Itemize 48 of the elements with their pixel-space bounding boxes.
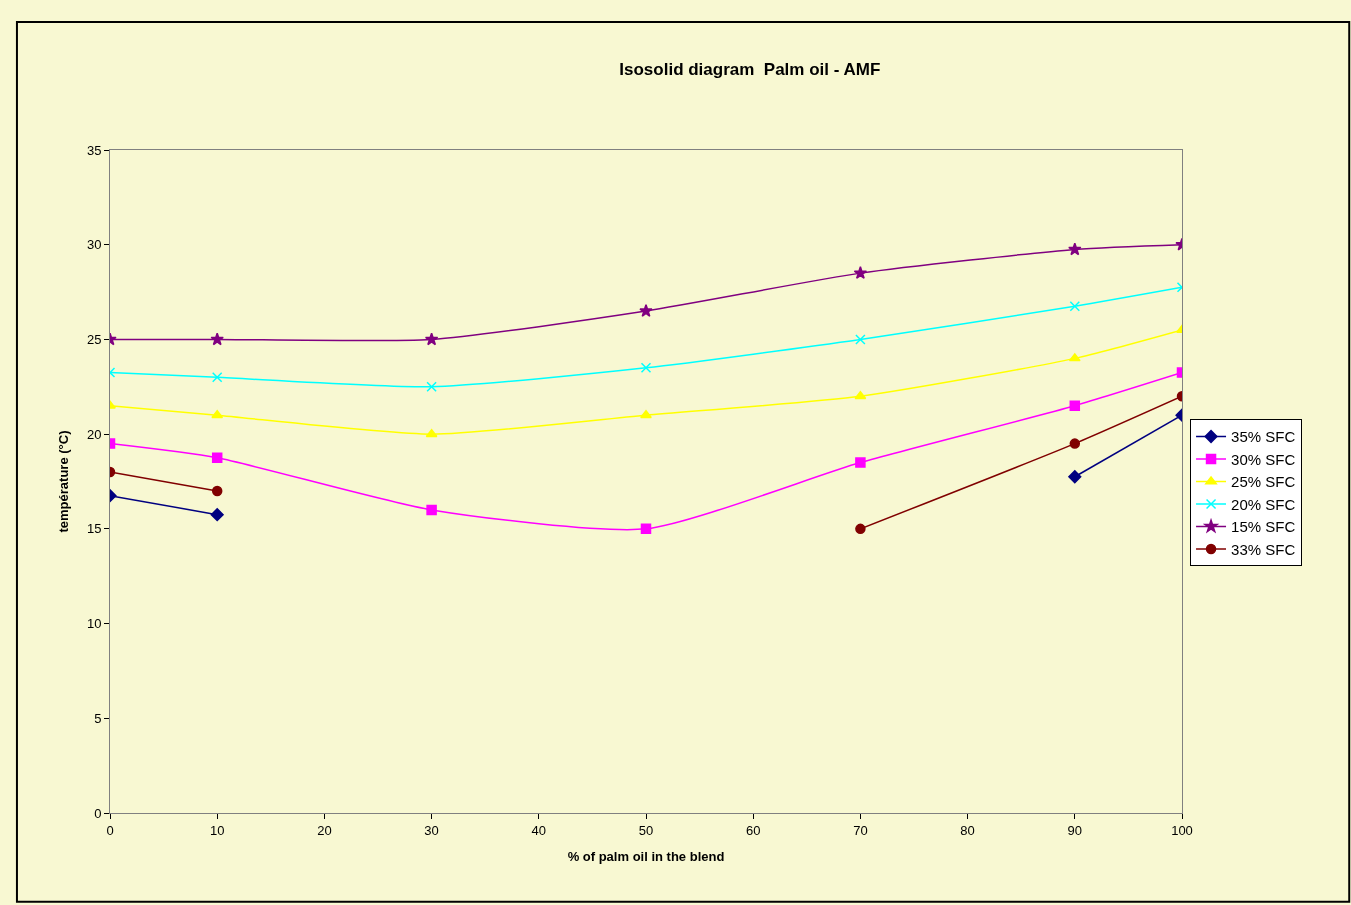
point: [855, 523, 866, 535]
x-tick-label: 90: [1067, 822, 1083, 838]
legend-label: 30% SFC: [1231, 450, 1296, 468]
point: [1069, 400, 1081, 411]
legend-label: 20% SFC: [1231, 495, 1296, 513]
point: [1068, 242, 1082, 256]
chart-title: Isosolid diagram Palm oil - AMF: [619, 60, 881, 80]
point: [426, 381, 437, 393]
point: [640, 523, 652, 535]
legend-label: 33% SFC: [1231, 540, 1296, 558]
point: [855, 457, 866, 468]
x-tick-label: 20: [317, 822, 332, 838]
point: [426, 504, 437, 516]
point: [853, 266, 868, 279]
y-tick-label: 10: [86, 616, 102, 632]
legend-label: 15% SFC: [1231, 518, 1296, 536]
x-tick-label: 60: [745, 822, 761, 838]
x-tick-label: 50: [638, 822, 654, 838]
point: [640, 409, 652, 419]
y-tick-label: 35: [86, 142, 102, 158]
point: [640, 362, 652, 374]
x-tick-label: 100: [1171, 822, 1193, 838]
point: [211, 452, 223, 464]
point: [211, 372, 223, 383]
y-tick-label: 0: [94, 805, 102, 821]
point: [425, 428, 438, 438]
point: [639, 303, 653, 317]
point: [211, 409, 224, 419]
x-axis-title: % of palm oil in the blend: [567, 849, 725, 865]
x-tick-label: 30: [424, 822, 439, 838]
point: [1069, 438, 1081, 449]
y-tick-label: 30: [86, 237, 102, 253]
point: [855, 334, 866, 345]
x-tick-label: 70: [853, 822, 868, 838]
point: [210, 332, 224, 346]
point: [424, 332, 439, 346]
y-tick-label: 15: [86, 521, 102, 537]
x-tick-label: 80: [960, 822, 975, 838]
y-axis-title: température (°C): [55, 430, 71, 533]
x-tick-label: 0: [106, 822, 114, 838]
y-tick-label: 20: [86, 426, 102, 442]
y-tick-label: 25: [86, 331, 102, 347]
legend-label: 35% SFC: [1231, 428, 1296, 446]
y-tick-label: 5: [94, 710, 102, 726]
x-tick-label: 40: [531, 822, 547, 838]
x-tick-label: 10: [209, 822, 225, 838]
point: [1069, 301, 1081, 312]
legend-label: 25% SFC: [1231, 473, 1296, 491]
